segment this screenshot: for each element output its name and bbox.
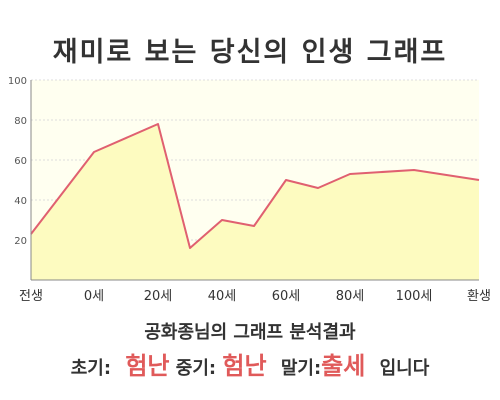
series-area (31, 124, 479, 280)
late-stage-label: 말기: (280, 358, 322, 379)
mid-stage-value: 험난 (222, 352, 267, 380)
page-title: 재미로 보는 당신의 인생 그래프 (52, 37, 448, 68)
early-stage-value: 험난 (125, 352, 170, 380)
x-tick-label: 환생 (467, 289, 491, 304)
analysis-summary: 공화종님의 그래프 분석결과 (144, 322, 356, 343)
late-stage-value: 출세 (321, 352, 366, 380)
x-tick-label: 0세 (84, 289, 104, 304)
x-tick-label: 60세 (272, 289, 301, 304)
y-tick-label: 40 (14, 196, 27, 207)
x-tick-label: 100세 (396, 289, 433, 304)
y-tick-label: 80 (14, 116, 27, 127)
mid-stage-label: 중기: (175, 358, 217, 379)
y-tick-label: 60 (14, 156, 27, 167)
x-tick-label: 20세 (144, 289, 173, 304)
x-tick-label: 40세 (208, 289, 237, 304)
early-stage-label: 초기: (70, 358, 112, 379)
series-line (30, 123, 480, 249)
x-tick-label: 전생 (19, 289, 43, 304)
y-tick-label: 100 (8, 76, 27, 87)
x-tick-label: 80세 (336, 289, 365, 304)
ending-text: 입니다 (379, 358, 430, 379)
analysis-verdict: 초기: 험난 중기: 험난 말기:출세 입니다 (0, 346, 500, 381)
y-tick-label: 20 (14, 236, 27, 247)
